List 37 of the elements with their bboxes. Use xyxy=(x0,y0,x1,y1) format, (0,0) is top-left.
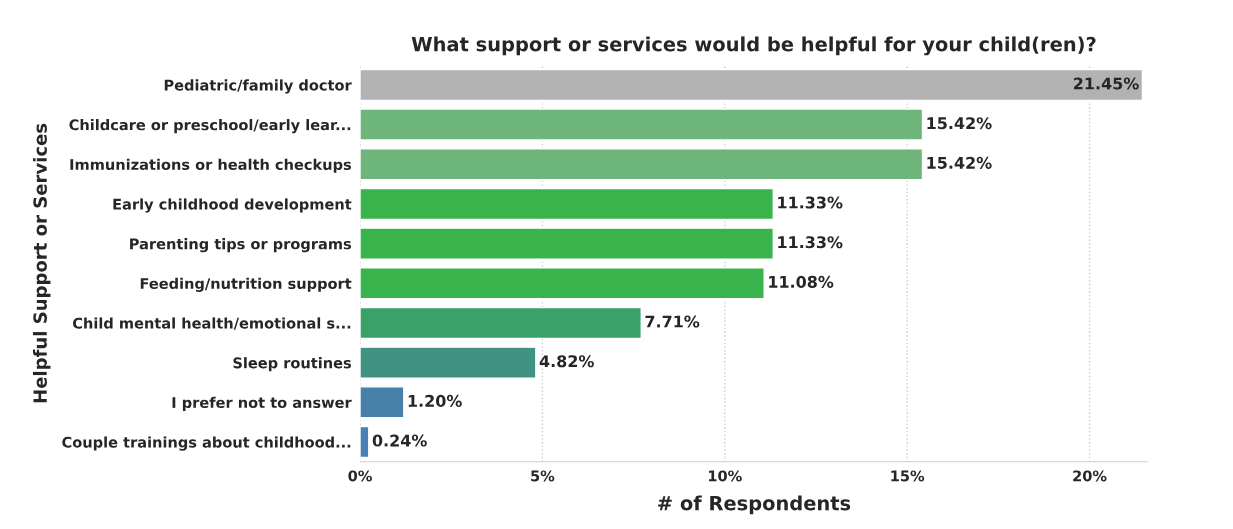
y-tick-label: Pediatric/family doctor xyxy=(164,79,352,94)
y-tick-label: Immunizations or health checkups xyxy=(70,158,352,173)
data-label: 7.71% xyxy=(645,315,700,328)
y-tick-label: Parenting tips or programs xyxy=(130,238,352,253)
bar xyxy=(360,187,775,221)
data-label: 11.33% xyxy=(778,196,843,209)
y-tick-label: I prefer not to answer xyxy=(172,396,352,411)
data-label: 0.24% xyxy=(372,434,427,447)
x-tick-label: 20% xyxy=(1073,470,1107,482)
bar xyxy=(360,108,924,141)
data-label: 1.20% xyxy=(408,394,462,407)
bar xyxy=(360,386,405,419)
y-axis-title: Helpful Support or Services xyxy=(32,123,51,403)
bar xyxy=(360,227,775,260)
y-tick-label: Childcare or preschool/early lear... xyxy=(69,119,351,134)
bar xyxy=(360,346,537,379)
x-tick-label: 0% xyxy=(348,470,372,482)
data-label: 11.08% xyxy=(769,275,834,288)
bar xyxy=(360,267,765,300)
data-label: 11.33% xyxy=(778,236,843,249)
x-tick-label: 15% xyxy=(891,470,925,482)
y-tick-label: Child mental health/emotional s... xyxy=(72,317,351,330)
y-tick-label: Sleep routines xyxy=(233,357,352,372)
y-tick-label: Early childhood development xyxy=(113,198,352,213)
x-tick-label: 5% xyxy=(531,470,555,482)
data-label: 15.42% xyxy=(927,156,992,169)
data-label: 4.82% xyxy=(539,355,594,368)
bar xyxy=(360,68,1144,102)
y-tick-label: Couple trainings about childhood... xyxy=(62,436,351,451)
bar xyxy=(360,306,642,340)
bar xyxy=(360,148,924,181)
chart-title: What support or services would be helpful for your child(ren)? xyxy=(411,36,1096,56)
data-label: 15.42% xyxy=(927,117,992,130)
data-label: 21.45% xyxy=(1074,77,1139,90)
x-tick-label: 10% xyxy=(708,470,742,482)
x-axis-title: # of Respondents xyxy=(658,495,851,515)
y-tick-label: Feeding/nutrition support xyxy=(140,277,352,292)
